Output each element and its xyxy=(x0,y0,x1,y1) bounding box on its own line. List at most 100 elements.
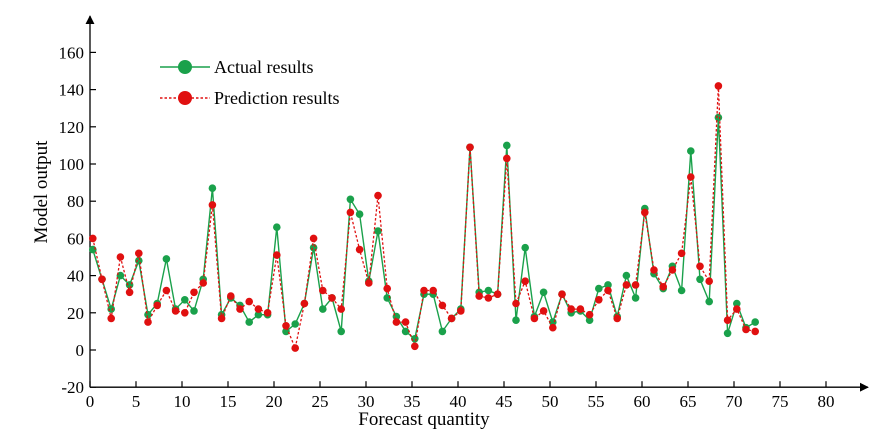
x-tick-label: 55 xyxy=(588,392,605,411)
y-tick-label: 120 xyxy=(59,118,85,137)
data-point xyxy=(300,299,309,308)
data-point xyxy=(631,294,640,302)
data-point xyxy=(337,305,346,313)
data-point xyxy=(503,154,511,163)
data-point xyxy=(613,314,621,323)
data-point xyxy=(273,223,281,231)
data-point xyxy=(585,316,594,325)
data-point xyxy=(190,288,198,297)
data-point xyxy=(549,323,557,332)
data-point xyxy=(135,249,143,258)
data-point xyxy=(263,309,272,317)
x-tick-label: 25 xyxy=(312,392,329,411)
data-point xyxy=(365,279,373,287)
data-point xyxy=(438,327,447,336)
data-point xyxy=(723,316,732,325)
data-point xyxy=(107,314,115,323)
y-tick-label: 60 xyxy=(67,229,84,248)
data-point xyxy=(291,320,300,328)
data-point xyxy=(227,292,235,300)
data-point xyxy=(346,208,355,217)
data-point xyxy=(677,249,686,258)
data-point xyxy=(457,307,465,315)
data-point xyxy=(585,310,594,319)
x-tick-label: 60 xyxy=(634,392,651,411)
y-axis-title: Model output xyxy=(31,140,52,244)
data-point xyxy=(493,290,502,299)
y-tick-label: 0 xyxy=(76,341,85,360)
y-tick-label: 140 xyxy=(59,81,85,100)
x-tick-label: 5 xyxy=(132,392,141,411)
data-point xyxy=(392,318,401,326)
x-axis-title: Forecast quantity xyxy=(358,409,490,430)
data-point xyxy=(181,296,189,304)
data-point xyxy=(622,271,631,280)
data-point xyxy=(512,299,520,308)
data-point xyxy=(438,301,447,310)
data-point xyxy=(254,310,263,319)
data-point xyxy=(319,286,327,295)
data-point xyxy=(696,275,704,284)
data-point xyxy=(273,251,281,259)
x-tick-label: 15 xyxy=(220,392,237,411)
x-tick-label: 20 xyxy=(266,392,283,411)
data-point xyxy=(705,297,713,306)
data-point xyxy=(245,297,253,306)
data-point xyxy=(696,262,704,271)
series-1 xyxy=(89,113,759,343)
data-point xyxy=(236,305,244,313)
data-point xyxy=(530,314,539,323)
data-point xyxy=(714,113,723,122)
data-point xyxy=(401,318,410,326)
x-tick-label: 80 xyxy=(818,392,835,411)
data-point xyxy=(181,309,189,317)
data-point xyxy=(484,294,493,302)
data-point xyxy=(162,255,171,263)
data-point xyxy=(742,325,750,334)
data-point xyxy=(374,191,382,200)
x-tick-label: 70 xyxy=(726,392,743,411)
data-point xyxy=(668,266,677,274)
data-point xyxy=(539,307,548,315)
data-point xyxy=(751,327,759,336)
legend-label: Prediction results xyxy=(214,88,339,108)
data-point xyxy=(503,141,511,150)
data-point xyxy=(116,253,125,261)
series-layer xyxy=(89,82,759,352)
data-point xyxy=(401,327,410,336)
data-point xyxy=(319,305,327,313)
data-point xyxy=(153,301,161,310)
data-point xyxy=(337,327,346,336)
y-tick-label: 100 xyxy=(59,155,85,174)
data-point xyxy=(733,299,741,308)
legend-label: Actual results xyxy=(214,57,313,77)
data-point xyxy=(475,292,484,300)
data-point xyxy=(217,314,226,323)
x-tick-label: 65 xyxy=(680,392,697,411)
data-point xyxy=(705,277,713,286)
x-tick-label: 0 xyxy=(86,392,95,411)
data-point xyxy=(659,283,667,291)
data-point xyxy=(567,305,575,313)
data-point xyxy=(751,318,759,326)
series-line xyxy=(92,117,756,341)
data-point xyxy=(604,286,612,295)
data-point xyxy=(374,227,382,235)
y-tick-label: 40 xyxy=(67,267,84,286)
data-point xyxy=(521,243,529,252)
data-point xyxy=(144,310,152,319)
data-point xyxy=(171,307,180,315)
data-point xyxy=(98,275,106,284)
x-tick-label: 10 xyxy=(174,392,191,411)
data-point xyxy=(687,147,695,155)
legend-marker xyxy=(178,91,192,105)
y-tick-label: 80 xyxy=(67,192,84,211)
x-tick-label: 30 xyxy=(358,392,375,411)
data-point xyxy=(677,286,686,295)
data-point xyxy=(650,266,658,274)
series-2 xyxy=(89,82,759,352)
data-point xyxy=(355,210,364,218)
x-tick-label: 45 xyxy=(496,392,513,411)
data-point xyxy=(282,322,290,330)
